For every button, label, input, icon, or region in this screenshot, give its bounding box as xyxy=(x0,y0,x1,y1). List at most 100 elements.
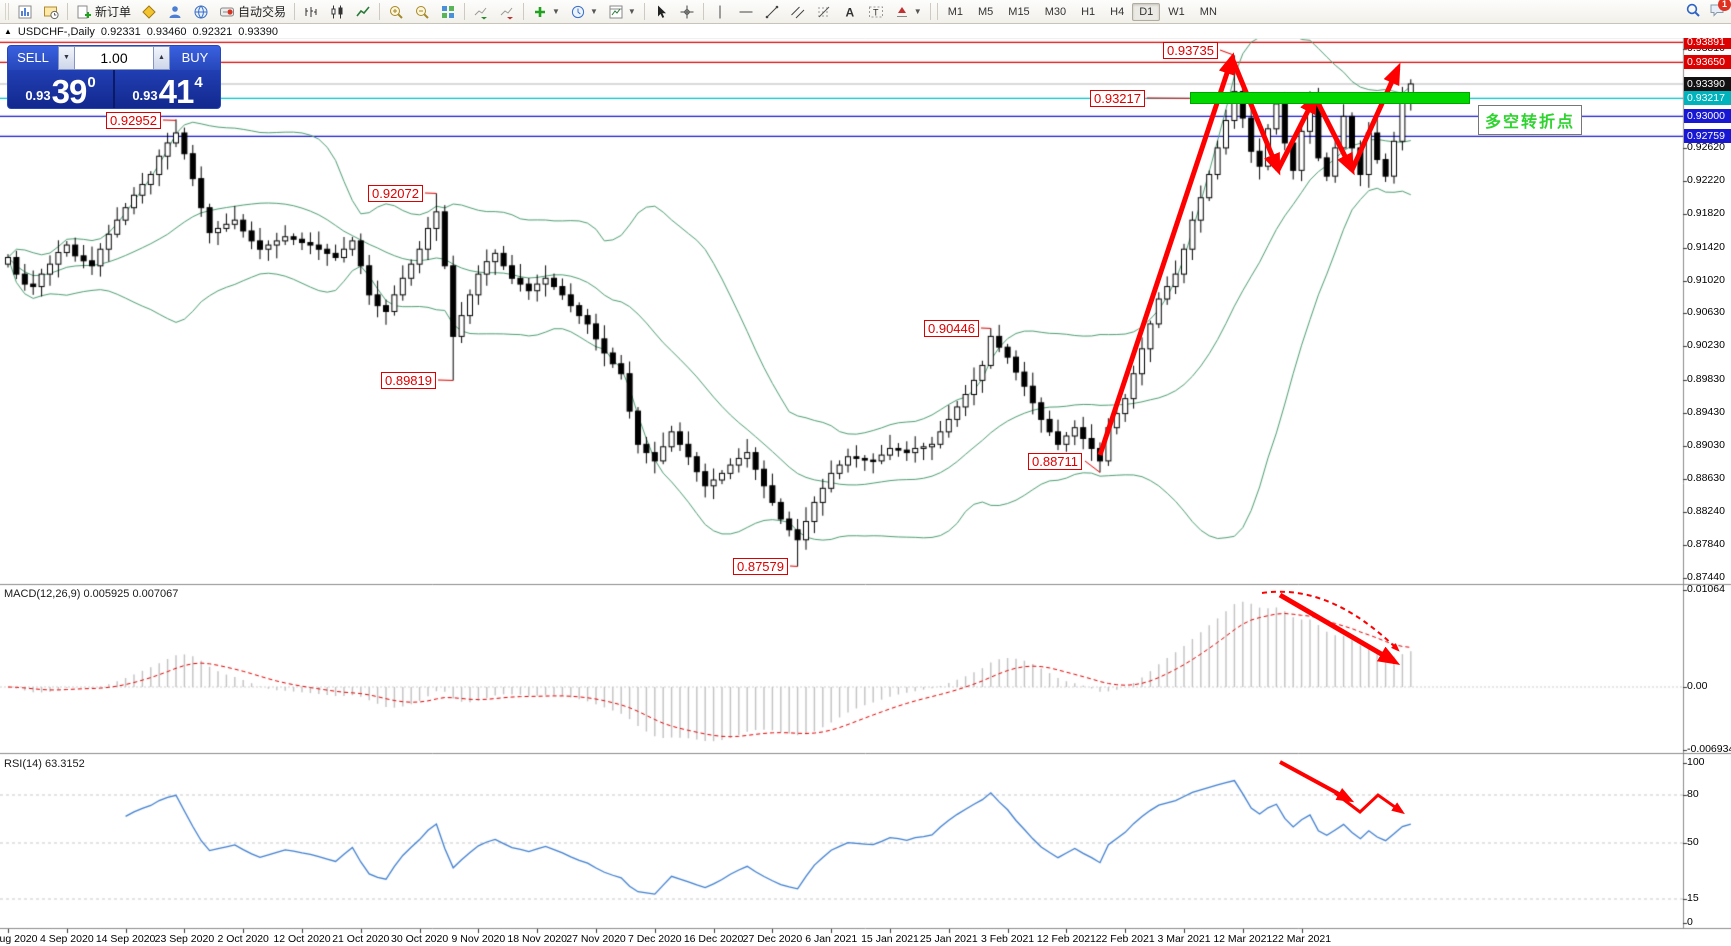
price-annotation[interactable]: 0.92952 xyxy=(106,112,161,129)
price-annotation[interactable]: 0.93735 xyxy=(1163,42,1218,59)
rsi-value: 63.3152 xyxy=(44,758,85,770)
periods-dropdown-icon[interactable]: ▼ xyxy=(589,7,598,16)
price-scale-tick: 0.89030 xyxy=(1687,438,1725,451)
timeframe-mn-button[interactable]: MN xyxy=(1199,5,1217,18)
tile-windows-icon xyxy=(440,4,456,20)
metaeditor-button[interactable] xyxy=(136,1,162,22)
price-annotation[interactable]: 0.88711 xyxy=(1028,453,1083,470)
date-label: 27 Dec 2020 xyxy=(742,933,803,945)
cursor-button[interactable] xyxy=(648,1,674,22)
price-scale-tick: 0.87840 xyxy=(1687,537,1725,550)
macd-label: MACD(12,26,9) 0.005925 0.007067 xyxy=(4,588,179,600)
text-label-button[interactable]: T xyxy=(863,1,889,22)
date-label: 9 Nov 2020 xyxy=(451,933,506,945)
timeframe-m1-button[interactable]: M1 xyxy=(947,5,963,18)
price-annotation[interactable]: 0.90446 xyxy=(924,320,979,337)
buy-price[interactable]: 0.93 41 4 xyxy=(115,70,220,108)
fibonacci-button[interactable] xyxy=(811,1,837,22)
search-button[interactable] xyxy=(1685,2,1701,23)
price-annotation[interactable]: 0.93217 xyxy=(1090,90,1145,107)
price-scale-tick: 0.89430 xyxy=(1687,405,1725,418)
rsi-scale-tick: 50 xyxy=(1687,836,1699,848)
sell-price-sup: 0 xyxy=(87,74,96,91)
chart-shift-button[interactable] xyxy=(494,1,520,22)
rsi-scale-tick: 80 xyxy=(1687,788,1699,800)
indicators-button[interactable]: ▼ xyxy=(527,1,565,22)
price-annotation[interactable]: 0.87579 xyxy=(733,558,788,575)
price-scale-tick: 0.89830 xyxy=(1687,372,1725,385)
timeframe-h1-button[interactable]: H1 xyxy=(1081,5,1096,18)
buy-button[interactable]: BUY xyxy=(170,46,220,70)
turning-point-note[interactable]: 多空转折点 xyxy=(1478,105,1583,135)
templates-button[interactable]: ▼ xyxy=(603,1,641,22)
timeframe-h4-button[interactable]: H4 xyxy=(1110,5,1125,18)
timeframe-m30-button[interactable]: M30 xyxy=(1044,5,1067,18)
one-click-trading-panel: SELL ▼ 1.00 ▲ BUY 0.93 39 0 0.93 41 4 xyxy=(7,45,221,109)
macd-main-value: 0.005925 xyxy=(83,588,130,600)
toolbar-separator xyxy=(702,3,704,20)
line-price-label: 0.93000 xyxy=(1684,109,1731,124)
arrows-button[interactable]: ▼ xyxy=(889,1,927,22)
indicators-dropdown-icon[interactable]: ▼ xyxy=(552,7,560,16)
arrows-dropdown-icon[interactable]: ▼ xyxy=(913,7,922,16)
templates-icon xyxy=(608,4,624,20)
new-chart-button[interactable] xyxy=(12,1,38,22)
crosshair-button[interactable] xyxy=(674,1,700,22)
notifications-button[interactable]: 1 xyxy=(1709,0,1731,23)
green-highlight-bar[interactable] xyxy=(1190,92,1470,104)
price-annotation[interactable]: 0.89819 xyxy=(381,372,436,389)
autotrading-button[interactable]: 自动交易 xyxy=(214,1,291,22)
vertical-line-button[interactable] xyxy=(707,1,733,22)
templates-dropdown-icon[interactable]: ▼ xyxy=(627,7,636,16)
volume-decrease-button[interactable]: ▼ xyxy=(58,46,75,70)
navigator-button[interactable] xyxy=(162,1,188,22)
crosshair-icon xyxy=(679,4,695,20)
tile-windows-button[interactable] xyxy=(435,1,461,22)
periods-icon xyxy=(570,4,586,20)
text-button[interactable]: A xyxy=(837,1,863,22)
timeframe-w1-button[interactable]: W1 xyxy=(1168,5,1185,18)
svg-text:A: A xyxy=(845,5,854,19)
toolbar-separator xyxy=(67,3,68,20)
timeframe-d1-button[interactable]: D1 xyxy=(1132,2,1161,21)
toolbar-separator xyxy=(929,3,931,20)
price-scale-tick: 0.91420 xyxy=(1687,240,1725,253)
volume-increase-button[interactable]: ▲ xyxy=(153,46,170,70)
text-label-icon: T xyxy=(868,4,884,20)
bar-chart-button[interactable] xyxy=(298,1,324,22)
candlestick-chart-button[interactable] xyxy=(324,1,350,22)
auto-scroll-button[interactable] xyxy=(468,1,494,22)
price-annotation[interactable]: 0.92072 xyxy=(368,185,423,202)
horizontal-line-button[interactable] xyxy=(733,1,759,22)
chart-profiles-button[interactable] xyxy=(38,1,64,22)
rsi-scale-tick: 15 xyxy=(1687,892,1699,904)
date-label: 18 Nov 2020 xyxy=(507,933,567,945)
zoom-in-button[interactable] xyxy=(383,1,409,22)
timeframe-m15-button[interactable]: M15 xyxy=(1008,5,1030,18)
trendline-button[interactable] xyxy=(759,1,785,22)
sell-button[interactable]: SELL xyxy=(8,46,58,70)
line-price-label: 0.93650 xyxy=(1684,55,1731,70)
bar-chart-icon xyxy=(303,4,319,20)
macd-scale-tick: 0.00 xyxy=(1687,680,1708,692)
line-price-label: 0.93891 xyxy=(1684,35,1731,50)
volume-input[interactable]: 1.00 xyxy=(75,46,153,70)
timeframe-m5-button[interactable]: M5 xyxy=(978,5,994,18)
date-label: 15 Jan 2021 xyxy=(861,933,919,945)
line-chart-button[interactable] xyxy=(350,1,376,22)
collapse-quote-panel-icon[interactable]: ▲ xyxy=(4,27,12,36)
equidistant-channel-button[interactable] xyxy=(785,1,811,22)
sell-price[interactable]: 0.93 39 0 xyxy=(8,70,115,108)
price-scale-tick: 0.90630 xyxy=(1687,306,1725,319)
zoom-out-button[interactable] xyxy=(409,1,435,22)
toolbar-grip[interactable] xyxy=(5,3,10,20)
cursor-icon xyxy=(653,4,669,20)
price-scale-tick: 0.92620 xyxy=(1687,140,1725,153)
virtual-hosting-button[interactable] xyxy=(188,1,214,22)
indicators-icon xyxy=(532,4,548,20)
fibonacci-icon xyxy=(816,4,832,20)
periods-button[interactable]: ▼ xyxy=(565,1,603,22)
new-order-label: 新订单 xyxy=(95,5,132,19)
new-order-button[interactable]: 新订单 xyxy=(71,1,136,22)
